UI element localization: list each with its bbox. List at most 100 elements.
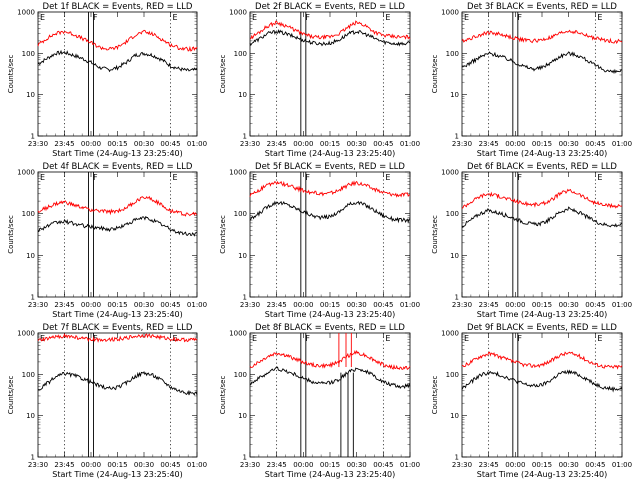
panel-det-4f: Det 4f BLACK = Events, RED = LLD 1 10 100 10… bbox=[7, 162, 207, 319]
event-marker: E bbox=[464, 13, 469, 22]
panel-title: Det 8f BLACK = Events, RED = LLD bbox=[255, 323, 405, 333]
event-marker: E bbox=[464, 173, 469, 182]
y-tick-label: 1 bbox=[31, 454, 35, 462]
x-tick-label: 23:45 bbox=[267, 140, 287, 148]
x-tick-label: 00:15 bbox=[107, 461, 127, 469]
panel-title: Det 1f BLACK = Events, RED = LLD bbox=[43, 2, 193, 12]
y-tick-label: 1000 bbox=[17, 330, 35, 338]
x-tick-label: 23:30 bbox=[28, 461, 48, 469]
event-marker: E bbox=[252, 334, 257, 343]
x-tick-label: 00:15 bbox=[320, 301, 340, 309]
lld-series-line bbox=[37, 333, 198, 343]
y-tick-label: 10 bbox=[238, 412, 247, 420]
x-tick-label: 00:15 bbox=[107, 140, 127, 148]
event-marker: E bbox=[173, 13, 178, 22]
x-tick-label: 00:30 bbox=[559, 461, 579, 469]
y-axis-label: Counts/sec bbox=[431, 376, 439, 415]
y-axis-label: Counts/sec bbox=[7, 376, 15, 415]
events-series-line bbox=[249, 200, 411, 224]
y-tick-label: 100 bbox=[234, 371, 247, 379]
panel-det-2f: Det 2f BLACK = Events, RED = LLD 1 10 100 10… bbox=[219, 2, 420, 158]
x-tick-label: 01:00 bbox=[187, 461, 207, 469]
y-tick-label: 1 bbox=[31, 133, 35, 141]
x-axis-label: Start Time (24-Aug-13 23:25:40) bbox=[477, 149, 608, 158]
x-axis-label: Start Time (24-Aug-13 23:25:40) bbox=[52, 470, 183, 479]
x-tick-label: 23:45 bbox=[54, 140, 74, 148]
x-axis-label: Start Time (24-Aug-13 23:25:40) bbox=[52, 310, 183, 319]
y-axis-label: Counts/sec bbox=[7, 55, 15, 94]
panel-title: Det 6f BLACK = Events, RED = LLD bbox=[467, 162, 617, 172]
x-tick-label: 00:45 bbox=[373, 301, 393, 309]
panel-title: Det 4f BLACK = Events, RED = LLD bbox=[43, 162, 193, 172]
y-tick-label: 1 bbox=[243, 133, 247, 141]
x-tick-label: 01:00 bbox=[400, 301, 420, 309]
x-axis-label: Start Time (24-Aug-13 23:25:40) bbox=[52, 149, 183, 158]
x-tick-label: 00:00 bbox=[293, 301, 313, 309]
x-axis-label: Start Time (24-Aug-13 23:25:40) bbox=[477, 470, 608, 479]
panel-title: Det 7f BLACK = Events, RED = LLD bbox=[43, 323, 193, 333]
panel-det-6f: Det 6f BLACK = Events, RED = LLD 1 10 100 10… bbox=[431, 162, 632, 319]
events-series-line bbox=[461, 206, 623, 228]
event-marker: E bbox=[597, 173, 602, 182]
lld-series-line bbox=[461, 188, 623, 209]
y-axis-label: Counts/sec bbox=[7, 215, 15, 254]
x-tick-label: 00:45 bbox=[373, 461, 393, 469]
panel-det-3f: Det 3f BLACK = Events, RED = LLD 1 10 100 10… bbox=[431, 2, 632, 158]
x-tick-label: 23:30 bbox=[452, 301, 472, 309]
x-tick-label: 00:00 bbox=[505, 140, 525, 148]
y-tick-label: 1 bbox=[243, 294, 247, 302]
y-tick-label: 100 bbox=[234, 210, 247, 218]
event-marker: E bbox=[597, 334, 602, 343]
events-series-line bbox=[37, 49, 198, 73]
y-axis-label: Counts/sec bbox=[219, 376, 227, 415]
flag-marker: F bbox=[517, 13, 522, 22]
y-tick-label: 10 bbox=[238, 91, 247, 99]
flag-marker: F bbox=[93, 334, 98, 343]
x-tick-label: 23:30 bbox=[452, 140, 472, 148]
x-tick-label: 00:45 bbox=[585, 140, 605, 148]
event-marker: E bbox=[40, 334, 45, 343]
y-tick-label: 1 bbox=[455, 133, 459, 141]
y-axis-label: Counts/sec bbox=[219, 215, 227, 254]
x-tick-label: 00:45 bbox=[160, 301, 180, 309]
x-tick-label: 00:30 bbox=[134, 461, 154, 469]
x-tick-label: 00:15 bbox=[320, 461, 340, 469]
x-tick-label: 23:45 bbox=[267, 301, 287, 309]
events-series-line bbox=[37, 215, 198, 237]
y-axis-label: Counts/sec bbox=[431, 55, 439, 94]
y-tick-label: 10 bbox=[26, 412, 35, 420]
y-tick-label: 1 bbox=[31, 294, 35, 302]
flag-marker: F bbox=[517, 173, 522, 182]
y-tick-label: 10 bbox=[26, 91, 35, 99]
x-tick-label: 00:30 bbox=[347, 140, 367, 148]
panel-det-8f: Det 8f BLACK = Events, RED = LLD 1 10 100 10… bbox=[219, 323, 420, 479]
x-tick-label: 00:15 bbox=[532, 461, 552, 469]
lld-series-line bbox=[249, 20, 411, 40]
y-axis-label: Counts/sec bbox=[219, 55, 227, 94]
x-tick-label: 01:00 bbox=[400, 461, 420, 469]
panel-title: Det 2f BLACK = Events, RED = LLD bbox=[255, 2, 405, 12]
y-tick-label: 1000 bbox=[441, 169, 459, 177]
x-tick-label: 00:45 bbox=[160, 140, 180, 148]
x-tick-label: 00:30 bbox=[134, 140, 154, 148]
panel-det-9f: Det 9f BLACK = Events, RED = LLD 1 10 100 10… bbox=[431, 323, 632, 479]
y-tick-label: 10 bbox=[450, 412, 459, 420]
y-tick-label: 100 bbox=[22, 371, 35, 379]
event-marker: E bbox=[385, 13, 390, 22]
y-tick-label: 100 bbox=[22, 210, 35, 218]
panel-det-1f: Det 1f BLACK = Events, RED = LLD 1 10 100 10… bbox=[7, 2, 207, 158]
y-tick-label: 10 bbox=[450, 91, 459, 99]
x-tick-label: 00:45 bbox=[160, 461, 180, 469]
event-marker: E bbox=[385, 173, 390, 182]
x-tick-label: 01:00 bbox=[612, 140, 632, 148]
flag-marker: F bbox=[305, 334, 310, 343]
events-series-line bbox=[249, 366, 411, 390]
x-tick-label: 00:30 bbox=[559, 140, 579, 148]
x-tick-label: 23:30 bbox=[240, 140, 260, 148]
x-tick-label: 00:45 bbox=[585, 301, 605, 309]
y-tick-label: 1000 bbox=[229, 169, 247, 177]
x-tick-label: 23:30 bbox=[28, 301, 48, 309]
x-tick-label: 01:00 bbox=[400, 140, 420, 148]
y-tick-label: 1 bbox=[455, 294, 459, 302]
x-tick-label: 01:00 bbox=[612, 301, 632, 309]
